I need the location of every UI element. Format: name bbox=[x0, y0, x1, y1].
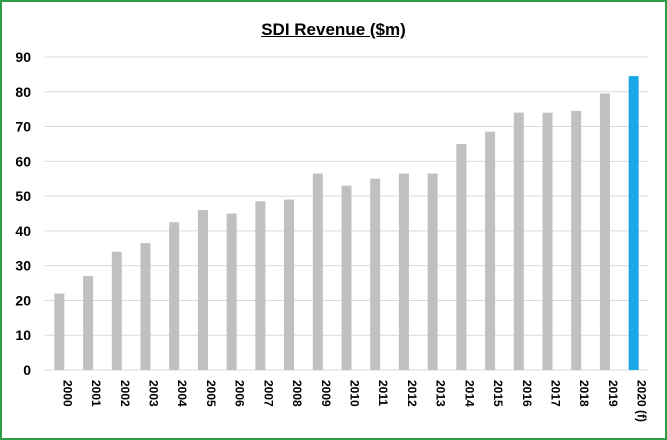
x-tick-label: 2010 bbox=[348, 380, 362, 407]
chart-title: SDI Revenue ($m) bbox=[261, 20, 406, 39]
x-tick-label: 2014 bbox=[462, 380, 476, 407]
y-tick-label: 30 bbox=[15, 258, 31, 274]
bar bbox=[169, 222, 180, 370]
bar bbox=[111, 251, 122, 370]
y-tick-label: 50 bbox=[15, 188, 31, 204]
bar bbox=[226, 213, 237, 370]
x-tick-label: 2007 bbox=[261, 380, 275, 407]
x-tick-label: 2016 bbox=[520, 380, 534, 407]
x-tick-label: 2001 bbox=[89, 380, 103, 407]
bar bbox=[140, 243, 151, 370]
x-tick-label: 2008 bbox=[290, 380, 304, 407]
x-tick-label: 2004 bbox=[175, 380, 189, 407]
x-tick-label: 2015 bbox=[491, 380, 505, 407]
y-tick-label: 70 bbox=[15, 119, 31, 135]
bar bbox=[284, 199, 295, 370]
x-tick-label: 2017 bbox=[549, 380, 563, 407]
bar bbox=[542, 112, 553, 371]
y-tick-label: 0 bbox=[23, 362, 31, 378]
y-tick-label: 90 bbox=[15, 49, 31, 65]
bar bbox=[398, 173, 409, 370]
bar bbox=[456, 143, 467, 370]
x-tick-label: 2018 bbox=[577, 380, 591, 407]
y-tick-label: 10 bbox=[15, 327, 31, 343]
bar bbox=[54, 293, 65, 370]
bar bbox=[255, 201, 266, 370]
bar bbox=[427, 173, 438, 370]
x-tick-label: 2002 bbox=[118, 380, 132, 407]
x-axis-ticks: 2000 2001 2002 2003 2004 2005 2006 2007 2008 2009… bbox=[60, 380, 648, 422]
x-tick-label: 2009 bbox=[319, 380, 333, 407]
y-tick-label: 20 bbox=[15, 292, 31, 308]
bar bbox=[571, 110, 582, 371]
bar bbox=[312, 173, 323, 370]
x-tick-label: 2013 bbox=[434, 380, 448, 407]
bar bbox=[341, 185, 352, 370]
x-tick-label: 2019 bbox=[606, 380, 620, 407]
bar bbox=[599, 93, 610, 371]
x-tick-label: 2003 bbox=[147, 380, 161, 407]
x-tick-label: 2012 bbox=[405, 380, 419, 407]
x-tick-label: 2006 bbox=[233, 380, 247, 407]
x-tick-label: 2005 bbox=[204, 380, 218, 407]
y-tick-label: 80 bbox=[15, 84, 31, 100]
bar bbox=[83, 276, 94, 370]
bar bbox=[628, 76, 639, 370]
x-tick-label: 2011 bbox=[376, 380, 390, 406]
bar bbox=[197, 210, 208, 370]
bar bbox=[485, 131, 496, 370]
x-tick-label: 2020 (f) bbox=[635, 380, 649, 422]
bar bbox=[513, 112, 524, 371]
x-tick-label: 2000 bbox=[60, 380, 74, 407]
bars bbox=[54, 76, 639, 371]
y-tick-label: 40 bbox=[15, 223, 31, 239]
y-tick-label: 60 bbox=[15, 153, 31, 169]
y-axis-ticks: 0 10 20 30 40 50 60 70 80 90 bbox=[15, 49, 31, 378]
bar bbox=[370, 178, 381, 370]
